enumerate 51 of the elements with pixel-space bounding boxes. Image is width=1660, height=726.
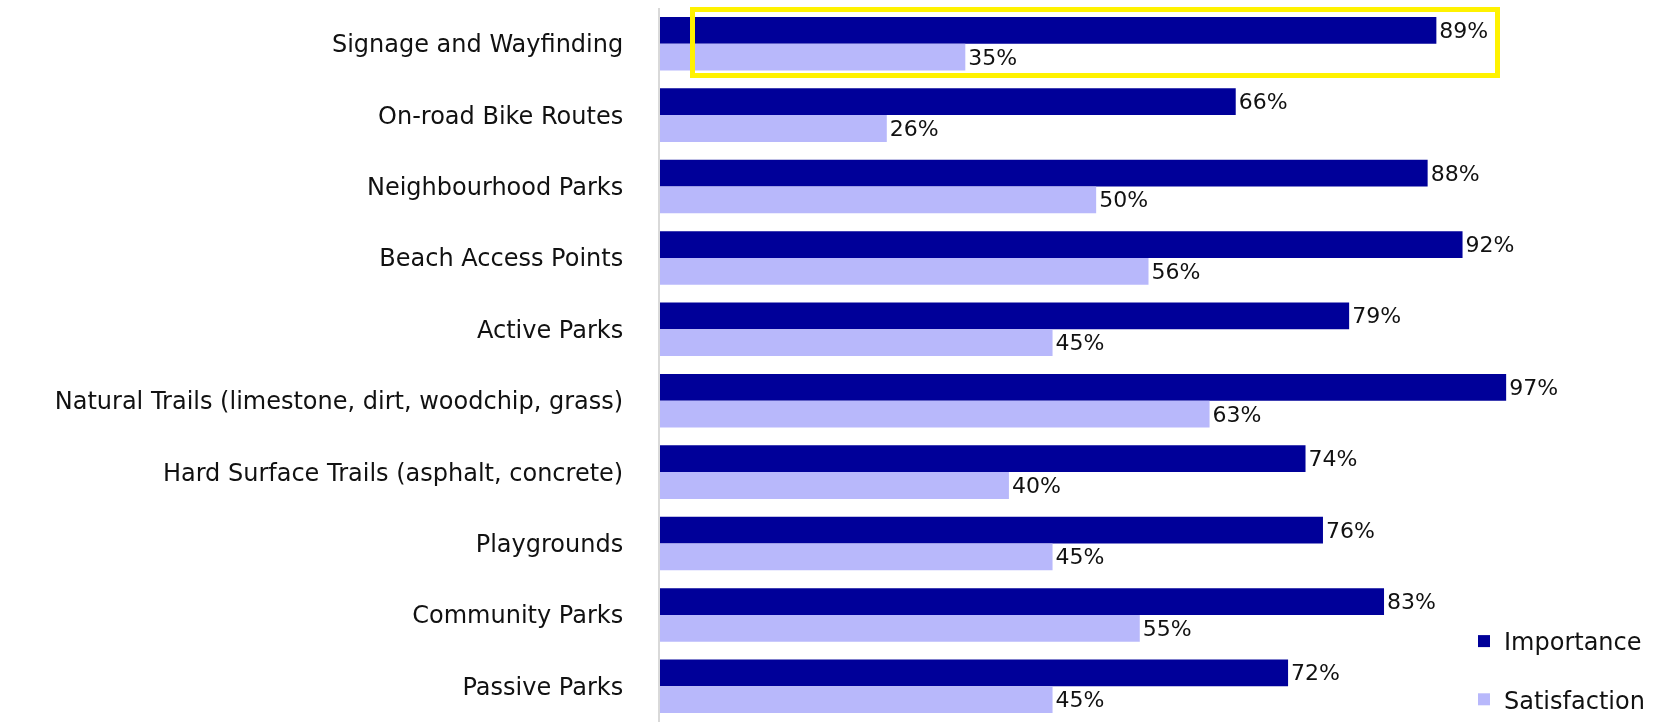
data-label: 74% (1308, 446, 1358, 472)
data-label: 92% (1465, 232, 1515, 258)
data-label: 45% (1055, 330, 1105, 356)
legend-label: Importance (1504, 628, 1642, 657)
bar (660, 159, 1428, 187)
y-tick-label: Active Parks (476, 315, 624, 344)
data-label: 63% (1212, 401, 1262, 427)
bar (660, 472, 1009, 499)
data-label: 79% (1352, 303, 1402, 329)
y-tick-label: Signage and Wayfinding (331, 30, 624, 59)
data-label: 50% (1099, 187, 1149, 213)
bar (660, 373, 1507, 401)
data-label: 56% (1151, 258, 1201, 284)
bar (660, 400, 1210, 428)
data-label: 40% (1011, 472, 1061, 498)
data-label: 97% (1509, 374, 1559, 400)
data-label: 89% (1439, 17, 1489, 43)
y-tick-label: Beach Access Points (379, 244, 624, 273)
bar (660, 329, 1053, 357)
bar (660, 302, 1350, 330)
data-label: 83% (1387, 589, 1436, 615)
data-label: 66% (1238, 89, 1288, 115)
bar (660, 186, 1097, 214)
bar (660, 588, 1385, 615)
data-label: 45% (1055, 687, 1105, 713)
bar (660, 686, 1053, 714)
data-label: 35% (968, 44, 1018, 70)
data-label: 45% (1055, 544, 1105, 570)
y-tick-label: Community Parks (412, 601, 624, 630)
bar (660, 516, 1323, 544)
y-tick-label: Hard Surface Trails (asphalt, concrete) (162, 458, 624, 487)
legend-label: Satisfaction (1504, 686, 1645, 715)
y-tick-label: Neighbourhood Parks (366, 172, 624, 201)
bar (660, 257, 1149, 285)
y-tick-label: Playgrounds (475, 529, 624, 558)
bar (660, 445, 1306, 473)
bar (660, 659, 1289, 687)
bar (660, 43, 966, 71)
bar (660, 543, 1053, 571)
y-tick-label: Passive Parks (462, 672, 624, 701)
y-tick-label: Natural Trails (limestone, dirt, woodchip, grass) (54, 387, 624, 416)
data-label: 72% (1291, 660, 1340, 686)
bar (660, 231, 1463, 258)
bar (660, 614, 1140, 642)
bar (660, 115, 887, 142)
data-label: 76% (1325, 517, 1375, 543)
data-label: 55% (1142, 615, 1192, 641)
data-label: 26% (889, 115, 939, 141)
y-tick-label: On-road Bike Routes (378, 101, 624, 130)
bar (660, 88, 1236, 116)
data-label: 88% (1430, 160, 1480, 186)
